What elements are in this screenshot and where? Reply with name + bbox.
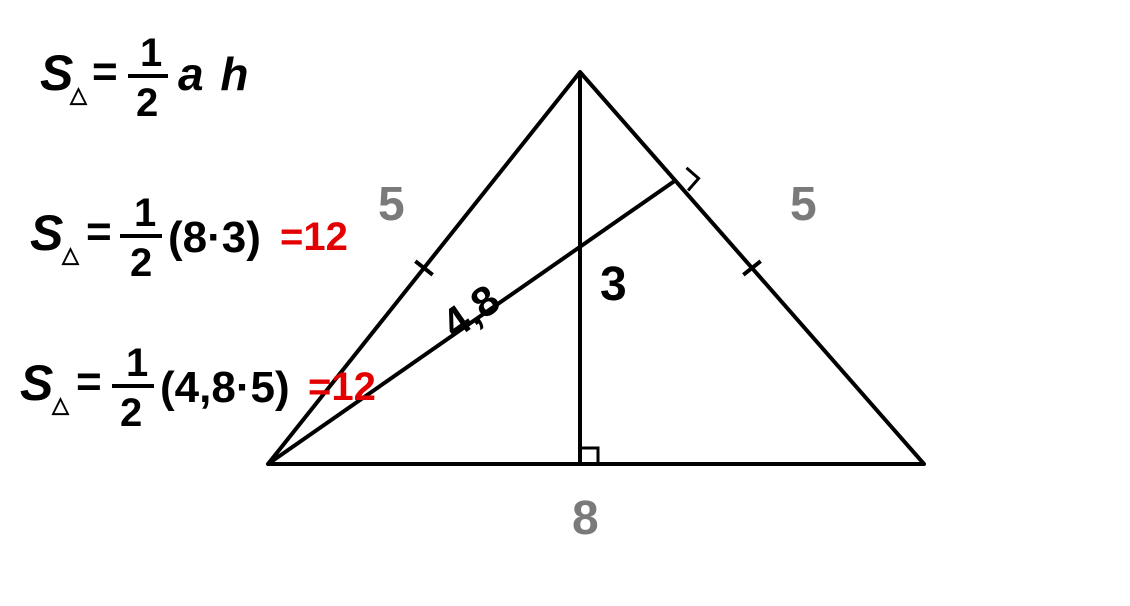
worksheet-canvas: 5 5 3 4,8 8 S △ = 1 2 a h S △ = 1 2 (8·3… (0, 0, 1130, 606)
formula1-S: S (40, 45, 73, 101)
formula3-result: =12 (308, 365, 376, 409)
formula2-S: S (30, 205, 63, 261)
formula3-eq: = (76, 357, 102, 406)
side-right-label: 5 (790, 178, 817, 231)
formula-line-2: S △ = 1 2 (8·3) =12 (30, 191, 348, 285)
formula2-den: 2 (130, 241, 152, 285)
formula-line-1: S △ = 1 2 a h (40, 31, 250, 125)
formula1-num: 1 (140, 31, 162, 75)
formula3-paren: (4,8·5) (160, 363, 290, 412)
formula3-sub: △ (51, 392, 70, 417)
altitude-from-left-label: 4,8 (433, 275, 508, 347)
side-left-label: 5 (378, 178, 405, 231)
formula2-sub: △ (61, 242, 80, 267)
triangle-diagram: 5 5 3 4,8 8 (268, 72, 924, 545)
formula3-S: S (20, 355, 53, 411)
base-label: 8 (572, 492, 599, 545)
right-angle-base-icon (580, 448, 598, 464)
formula2-result: =12 (280, 215, 348, 259)
formula3-den: 2 (120, 391, 142, 435)
formula1-den: 2 (136, 81, 158, 125)
formula2-eq: = (86, 207, 112, 256)
formula2-paren: (8·3) (168, 213, 261, 262)
formula-line-3: S △ = 1 2 (4,8·5) =12 (20, 341, 376, 435)
formula2-num: 1 (134, 191, 156, 235)
formula1-sub: △ (69, 82, 88, 107)
formula1-eq: = (92, 47, 118, 96)
formula1-rhs: a h (178, 48, 250, 100)
formula3-num: 1 (126, 341, 148, 385)
altitude-vertical-label: 3 (600, 258, 627, 311)
